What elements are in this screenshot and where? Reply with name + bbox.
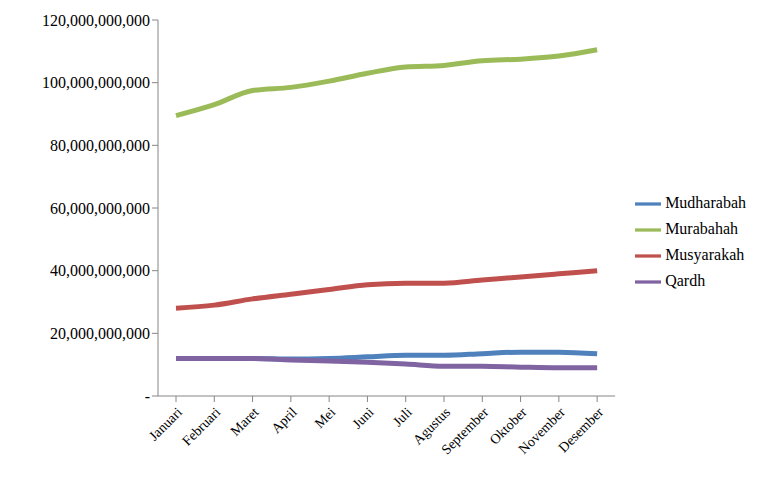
svg-text:100,000,000,000: 100,000,000,000	[42, 74, 150, 91]
svg-text:Juni: Juni	[349, 404, 376, 431]
svg-text:Februari: Februari	[179, 404, 223, 448]
svg-text:-: -	[145, 388, 150, 405]
html-text:Qardh: Qardh	[665, 271, 706, 289]
svg-text:80,000,000,000: 80,000,000,000	[50, 137, 150, 154]
svg-text:Januari: Januari	[145, 404, 186, 444]
html-text:Mudharabah: Mudharabah	[665, 193, 746, 211]
svg-text:Maret: Maret	[227, 404, 261, 438]
svg-text:20,000,000,000: 20,000,000,000	[50, 325, 150, 342]
svg-text:60,000,000,000: 60,000,000,000	[50, 200, 150, 217]
svg-text:Oktober: Oktober	[486, 404, 530, 448]
html-text:Murabahah: Murabahah	[665, 219, 738, 237]
svg-text:September: September	[438, 404, 491, 457]
svg-text:April: April	[268, 404, 300, 436]
svg-text:November: November	[515, 404, 568, 457]
svg-text:Mei: Mei	[312, 404, 339, 431]
html-text:Musyarakah: Musyarakah	[665, 245, 745, 263]
svg-text:40,000,000,000: 40,000,000,000	[50, 262, 150, 279]
svg-text:120,000,000,000: 120,000,000,000	[42, 12, 150, 29]
svg-text:Juli: Juli	[390, 404, 415, 429]
svg-text:Desember: Desember	[556, 404, 607, 455]
svg-text:Agustus: Agustus	[410, 404, 454, 448]
